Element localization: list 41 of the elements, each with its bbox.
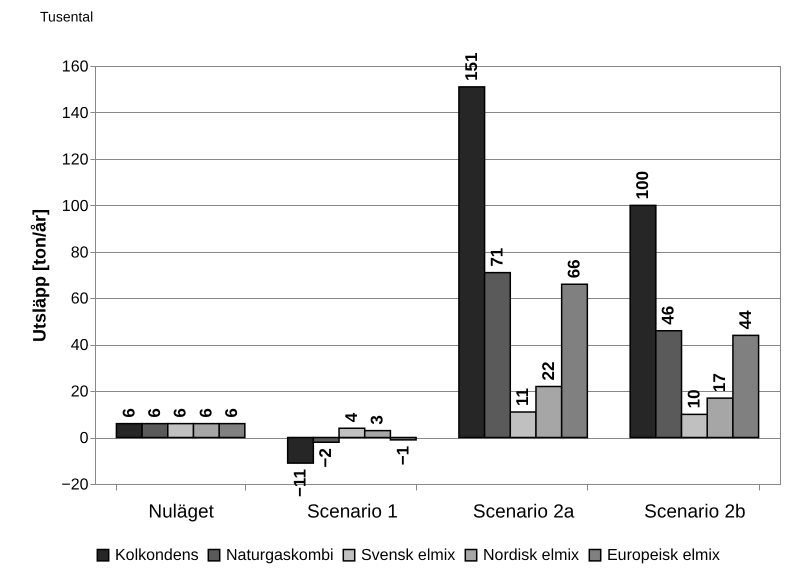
data-label: 151 (462, 52, 481, 81)
data-label: 17 (710, 373, 730, 392)
data-label: −1 (393, 446, 412, 466)
y-tick-label: 100 (62, 198, 89, 215)
data-label: 6 (144, 408, 164, 418)
data-label: 44 (736, 310, 755, 330)
legend-label: Kolkondens (115, 547, 199, 564)
data-label: 100 (633, 170, 652, 200)
y-tick-label: 160 (62, 58, 89, 76)
data-label: 11 (513, 388, 532, 406)
data-label: 10 (684, 389, 704, 408)
x-tick-label: Nuläget (148, 502, 215, 522)
y-tick-label: 140 (62, 104, 89, 122)
x-tick-label: Scenario 2a (472, 502, 575, 522)
y-axis-title: Utsläpp [ton/år] (29, 209, 50, 342)
data-label: 66 (564, 259, 584, 278)
legend-label: Nordisk elmix (483, 547, 580, 564)
data-label: 71 (487, 248, 506, 267)
data-label: 22 (538, 362, 558, 380)
y-tick-label: −20 (61, 476, 89, 494)
data-label: 6 (170, 408, 190, 418)
data-label: 46 (658, 306, 678, 325)
y-tick-label: 60 (70, 290, 89, 308)
text: Tusental (40, 8, 94, 25)
x-tick-label: Scenario 2b (644, 502, 746, 522)
y-tick-label: 0 (80, 430, 89, 448)
data-label: −11 (290, 469, 310, 498)
y-tick-label: 120 (62, 151, 89, 168)
legend-label: Naturgaskombi (226, 547, 334, 564)
data-label: −2 (316, 448, 336, 468)
y-tick-label: 80 (70, 244, 89, 262)
data-label: 6 (196, 408, 216, 418)
y-tick-label: 40 (70, 337, 89, 354)
legend-label: Europeisk elmix (607, 547, 720, 564)
data-label: 6 (222, 408, 241, 418)
data-label: 4 (342, 412, 361, 422)
data-label: 6 (119, 408, 138, 418)
data-label: 3 (368, 415, 387, 425)
y-tick-label: 20 (70, 384, 89, 401)
x-tick-label: Scenario 1 (306, 502, 398, 522)
legend-label: Svensk elmix (361, 547, 456, 564)
